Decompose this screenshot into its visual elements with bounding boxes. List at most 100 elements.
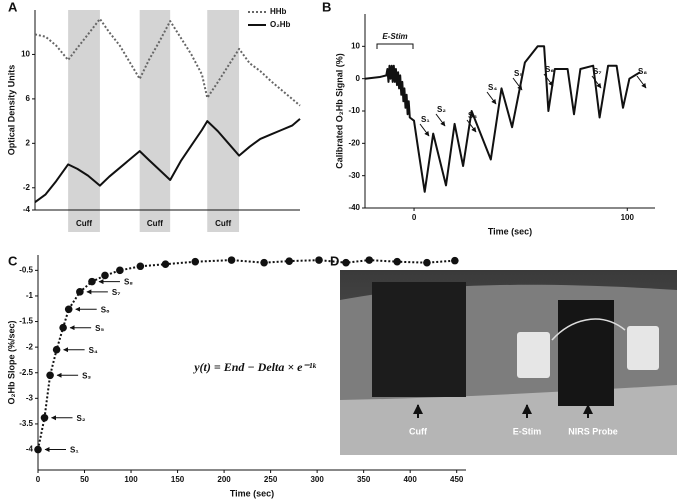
x-tick-label: 450 xyxy=(450,475,464,484)
data-point xyxy=(52,345,61,354)
y-tick-label: -1.5 xyxy=(19,317,33,326)
data-point xyxy=(315,256,323,264)
x-tick-label: 0 xyxy=(36,475,41,484)
panel-label: C xyxy=(8,253,18,268)
x-tick-label: 150 xyxy=(171,475,185,484)
data-point xyxy=(161,260,170,269)
data-point xyxy=(393,257,401,266)
x-tick-label: 100 xyxy=(124,475,138,484)
annotation: S₂ xyxy=(77,414,86,423)
x-tick-label: 350 xyxy=(357,475,371,484)
panel-label: B xyxy=(322,0,331,14)
y-tick-label: -2 xyxy=(23,183,31,192)
data-line xyxy=(34,118,301,204)
y-tick-label: -4 xyxy=(23,205,31,214)
annotation-arrow xyxy=(435,113,446,127)
photo-label: Cuff xyxy=(409,426,428,436)
x-tick-label: 300 xyxy=(310,475,324,484)
y-tick-label: -1 xyxy=(26,291,34,300)
annotation: S₁ xyxy=(421,115,430,124)
annotation-arrow xyxy=(419,123,430,137)
panel-label: D xyxy=(330,253,339,268)
x-tick-label: 200 xyxy=(217,475,231,484)
data-point xyxy=(365,256,374,264)
data-line xyxy=(364,45,641,193)
annotation-arrow xyxy=(543,73,554,87)
y-tick-label: 10 xyxy=(21,50,30,59)
photo-panel: Cuff E-Stim NIRS Probe D xyxy=(330,253,677,455)
x-tick-label: 50 xyxy=(80,475,89,484)
cuff-span xyxy=(139,10,171,232)
x-tick-label: 400 xyxy=(403,475,417,484)
y-tick-label: 6 xyxy=(26,94,31,103)
nirs-probe xyxy=(558,300,614,406)
cuff-span xyxy=(207,10,240,232)
estim-pad xyxy=(517,332,550,378)
y-tick-label: -3.5 xyxy=(19,419,33,428)
data-point xyxy=(76,288,84,296)
y-tick-label: -20 xyxy=(348,138,360,147)
y-tick-label: -10 xyxy=(348,106,360,115)
annotation: S₈ xyxy=(124,278,133,287)
x-axis-label: Time (sec) xyxy=(230,488,274,498)
y-tick-label: -40 xyxy=(348,203,360,212)
data-point xyxy=(191,257,200,266)
annotation-arrow xyxy=(512,77,523,91)
fit-line xyxy=(37,259,455,450)
panel-label: A xyxy=(8,0,18,14)
annotation-arrow xyxy=(466,119,477,133)
data-point xyxy=(342,258,350,267)
y-tick-label: -2.5 xyxy=(19,368,33,377)
data-point xyxy=(136,262,145,271)
annotation-arrow xyxy=(636,75,647,89)
data-point xyxy=(285,257,294,265)
annotation-arrow xyxy=(591,75,602,89)
bracket-label: E-Stim xyxy=(382,32,407,41)
equation: y(t) = End − Delta × e⁻¹ᵏ xyxy=(192,360,316,374)
legend-label: HHb xyxy=(270,7,287,16)
data-point xyxy=(40,413,49,422)
x-tick-label: 250 xyxy=(264,475,278,484)
y-axis-label: Optical Density Units xyxy=(6,65,16,156)
data-point xyxy=(88,277,96,286)
annotation: S₈ xyxy=(638,67,647,76)
cuff xyxy=(372,282,466,397)
data-point xyxy=(34,445,42,454)
y-tick-label: -0.5 xyxy=(19,265,33,274)
y-tick-label: -2 xyxy=(26,342,34,351)
cuff-span xyxy=(68,10,100,232)
annotation: S₁ xyxy=(70,446,79,455)
annotation-arrow xyxy=(486,91,497,105)
data-point xyxy=(423,258,431,267)
data-point xyxy=(46,371,54,380)
data-point xyxy=(260,258,268,267)
y-tick-label: -3 xyxy=(26,393,34,402)
estim-pad xyxy=(627,326,659,370)
chart-panel: C -4 -3.5 -3 -2.5 -2 -1.5 -1 -0.5 0 50 100 150 200 250… xyxy=(6,253,466,498)
data-point xyxy=(64,305,73,314)
x-tick-label: 0 xyxy=(412,213,417,222)
chart-panel: Cuff Cuff Cuff A -4 -2 2 6 10 Optical Density Uni… xyxy=(6,0,301,232)
y-tick-label: -4 xyxy=(26,445,34,454)
annotation: S₅ xyxy=(95,324,104,333)
data-point xyxy=(227,256,236,264)
annotation: S₇ xyxy=(112,288,121,297)
data-point xyxy=(116,266,124,275)
y-tick-label: 10 xyxy=(351,41,360,50)
legend-label: O₂Hb xyxy=(270,20,291,29)
span-label: Cuff xyxy=(76,219,92,228)
annotation: S₅ xyxy=(514,69,523,78)
span-label: Cuff xyxy=(147,219,163,228)
x-tick-label: 100 xyxy=(621,213,635,222)
annotation: S₇ xyxy=(593,67,602,76)
wire xyxy=(551,318,626,341)
annotation: S₃ xyxy=(82,371,91,380)
data-line xyxy=(34,17,301,107)
y-tick-label: 2 xyxy=(26,138,31,147)
annotation: S₂ xyxy=(437,105,446,114)
data-point xyxy=(451,256,459,265)
x-axis-label: Time (sec) xyxy=(488,226,532,236)
y-axis-label: Calibrated O₂Hb Signal (%) xyxy=(334,53,344,169)
